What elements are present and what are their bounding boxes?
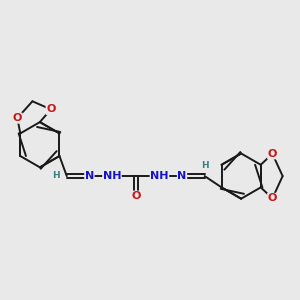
- Text: NH: NH: [150, 171, 169, 181]
- Text: NH: NH: [103, 171, 121, 181]
- Text: O: O: [46, 104, 56, 114]
- Text: H: H: [52, 171, 60, 180]
- Text: N: N: [177, 171, 187, 181]
- Text: H: H: [202, 161, 209, 170]
- Text: O: O: [13, 113, 22, 123]
- Text: O: O: [268, 193, 277, 203]
- Text: O: O: [268, 149, 277, 159]
- Text: N: N: [85, 171, 94, 181]
- Text: O: O: [131, 191, 140, 201]
